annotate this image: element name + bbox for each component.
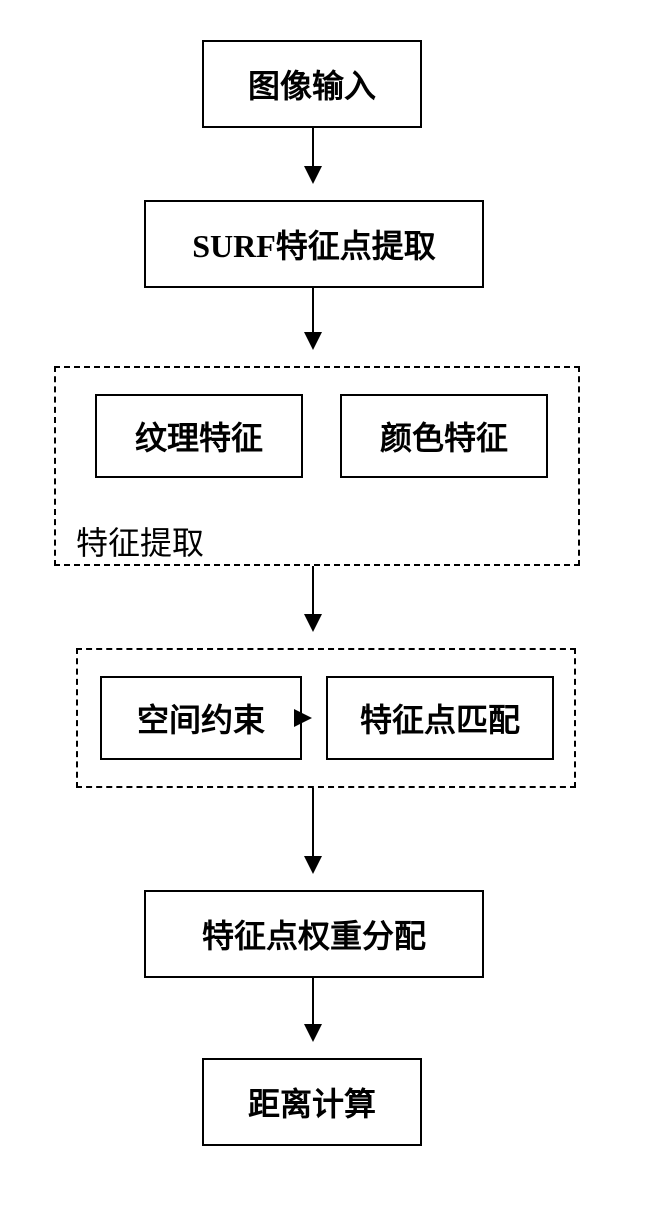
arrow-down xyxy=(312,566,314,630)
arrow-right xyxy=(302,717,310,719)
arrow-down xyxy=(312,128,314,182)
feature-extraction-label: 特征提取 xyxy=(76,518,204,564)
flowchart-node-match: 特征点匹配 xyxy=(326,676,554,760)
node-label: 颜色特征 xyxy=(380,413,508,459)
arrow-down xyxy=(312,788,314,872)
node-label: 纹理特征 xyxy=(135,413,263,459)
flowchart-node-texture: 纹理特征 xyxy=(95,394,303,478)
node-label: 空间约束 xyxy=(137,695,265,741)
node-label: SURF特征点提取 xyxy=(192,221,436,267)
flowchart-node-distance: 距离计算 xyxy=(202,1058,422,1146)
flowchart-node-weight: 特征点权重分配 xyxy=(144,890,484,978)
node-label: 图像输入 xyxy=(248,61,376,107)
flowchart-node-color: 颜色特征 xyxy=(340,394,548,478)
node-label: 距离计算 xyxy=(248,1079,376,1125)
arrow-down xyxy=(312,288,314,348)
node-label: 特征点匹配 xyxy=(360,695,520,741)
flowchart-node-spatial: 空间约束 xyxy=(100,676,302,760)
arrow-down xyxy=(312,978,314,1040)
node-label: 特征点权重分配 xyxy=(202,911,426,957)
flowchart-node-surf: SURF特征点提取 xyxy=(144,200,484,288)
flowchart-node-input: 图像输入 xyxy=(202,40,422,128)
